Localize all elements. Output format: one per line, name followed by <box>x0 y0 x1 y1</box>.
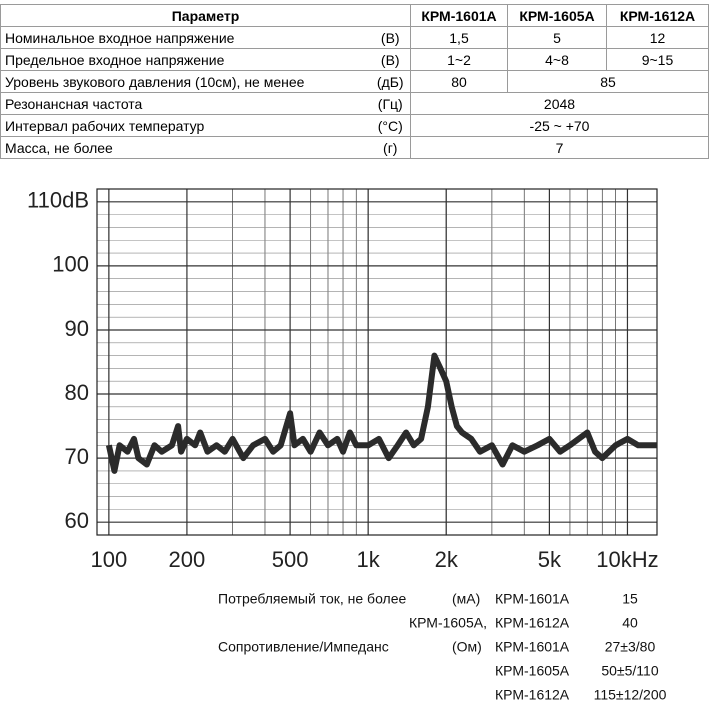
y-tick-label: 80 <box>65 380 89 405</box>
y-tick-label: 110dB <box>27 188 89 213</box>
table-header: Параметр КРМ-1601А КРМ-1605А КРМ-1612А <box>0 4 709 27</box>
plot-area <box>97 189 657 535</box>
y-tick-label: 90 <box>65 316 89 341</box>
table-row: Резонансная частота (Гц) 2048 <box>0 92 709 115</box>
x-tick-label: 500 <box>272 547 309 572</box>
spec-unit: (Ом) <box>452 639 482 655</box>
spec-value: 40 <box>622 615 638 631</box>
y-tick-label: 70 <box>65 444 89 469</box>
y-tick-label: 100 <box>52 252 89 277</box>
spec-label: Потребляемый ток, не более <box>218 591 406 607</box>
x-tick-label: 10kHz <box>596 547 658 572</box>
table-row: Интервал рабочих температур (°C) -25 ~ +70 <box>0 114 709 137</box>
spec-unit: (мА) <box>452 591 480 607</box>
spec-table: Параметр КРМ-1601А КРМ-1605А КРМ-1612А Номи… <box>0 4 709 159</box>
spec-model: КРМ-1601А <box>495 639 570 655</box>
x-tick-label: 1k <box>357 547 381 572</box>
spec-value: 27±3/80 <box>605 639 656 655</box>
x-tick-label: 2k <box>435 547 459 572</box>
plot-frame <box>96 188 658 536</box>
unit-cell: (г) <box>370 136 411 159</box>
response-line <box>105 352 657 474</box>
spec-label: КРМ-1605А, <box>409 615 487 631</box>
unit-cell: (дБ) <box>370 70 411 93</box>
x-tick-label: 5k <box>538 547 562 572</box>
value-cell: 12 <box>606 26 709 49</box>
param-cell: Масса, не более <box>0 136 371 159</box>
unit-cell: (В) <box>370 26 411 49</box>
table-row: Номинальное входное напряжение (В) 1,5 5 12 <box>0 26 709 49</box>
x-tick-label: 100 <box>91 547 128 572</box>
spec-model: КРМ-1605А <box>495 663 570 679</box>
table-row: Предельное входное напряжение (В) 1~2 4~8 9~… <box>0 48 709 71</box>
value-cell: 7 <box>410 136 709 159</box>
spec-value: 50±5/110 <box>601 663 658 679</box>
spec-model: КРМ-1612А <box>495 687 570 703</box>
spec-model: КРМ-1612А <box>495 615 570 631</box>
y-tick-label: 60 <box>65 508 89 533</box>
param-cell: Номинальное входное напряжение <box>0 26 371 49</box>
spec-model: КРМ-1601А <box>495 591 570 607</box>
spec-value: 115±12/200 <box>594 687 667 703</box>
spec-value: 15 <box>622 591 638 607</box>
table-row: Масса, не более (г) 7 <box>0 136 709 159</box>
param-cell: Предельное входное напряжение <box>0 48 371 71</box>
spec-label: Сопротивление/Импеданс <box>218 639 389 655</box>
x-tick-label: 200 <box>169 547 206 572</box>
